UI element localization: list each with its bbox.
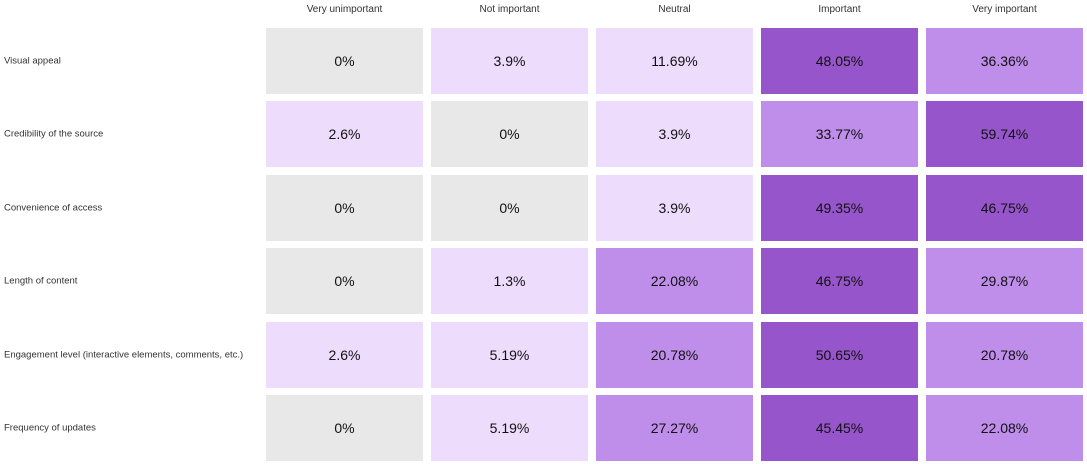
heatmap-cell: 0%	[266, 395, 423, 461]
row-label: Credibility of the source	[4, 128, 104, 140]
heatmap-cell: 20.78%	[926, 321, 1083, 388]
heatmap-cell: 0%	[266, 28, 423, 94]
heatmap-cell: 45.45%	[761, 395, 918, 461]
heatmap-cell: 0%	[266, 174, 423, 241]
heatmap-cell: 46.75%	[761, 248, 918, 315]
column-header: Important	[818, 4, 861, 15]
heatmap-cell: 3.9%	[431, 28, 588, 94]
heatmap-cell: 3.9%	[596, 174, 753, 241]
heatmap-cell: 48.05%	[761, 28, 918, 94]
heatmap-cell: 0%	[431, 174, 588, 241]
row-label: Engagement level (interactive elements, …	[4, 349, 244, 361]
row-label: Convenience of access	[4, 202, 103, 214]
row-label: Visual appeal	[4, 55, 61, 67]
column-header: Not important	[479, 4, 540, 15]
heatmap-cell: 50.65%	[761, 321, 918, 388]
heatmap-cell: 11.69%	[596, 28, 753, 94]
heatmap-cell: 0%	[266, 248, 423, 315]
heatmap-cell: 2.6%	[266, 101, 423, 168]
heatmap-cell: 33.77%	[761, 101, 918, 168]
column-header: Neutral	[658, 4, 691, 15]
heatmap-cell: 22.08%	[926, 395, 1083, 461]
heatmap-cell: 49.35%	[761, 174, 918, 241]
heatmap-cell: 5.19%	[431, 321, 588, 388]
heatmap-cell: 1.3%	[431, 248, 588, 315]
heatmap-cell: 36.36%	[926, 28, 1083, 94]
heatmap-cell: 2.6%	[266, 321, 423, 388]
column-header: Very important	[972, 4, 1037, 15]
heatmap-cell: 5.19%	[431, 395, 588, 461]
column-header: Very unimportant	[306, 4, 383, 15]
heatmap-cell: 29.87%	[926, 248, 1083, 315]
heatmap-cell: 59.74%	[926, 101, 1083, 168]
row-label: Frequency of updates	[4, 422, 96, 434]
heatmap-cell: 27.27%	[596, 395, 753, 461]
heatmap-cell: 3.9%	[596, 101, 753, 168]
heatmap-cell: 22.08%	[596, 248, 753, 315]
heatmap-cell: 0%	[431, 101, 588, 168]
row-label: Length of content	[4, 275, 78, 287]
heatmap-cell: 20.78%	[596, 321, 753, 388]
heatmap-cell: 46.75%	[926, 174, 1083, 241]
